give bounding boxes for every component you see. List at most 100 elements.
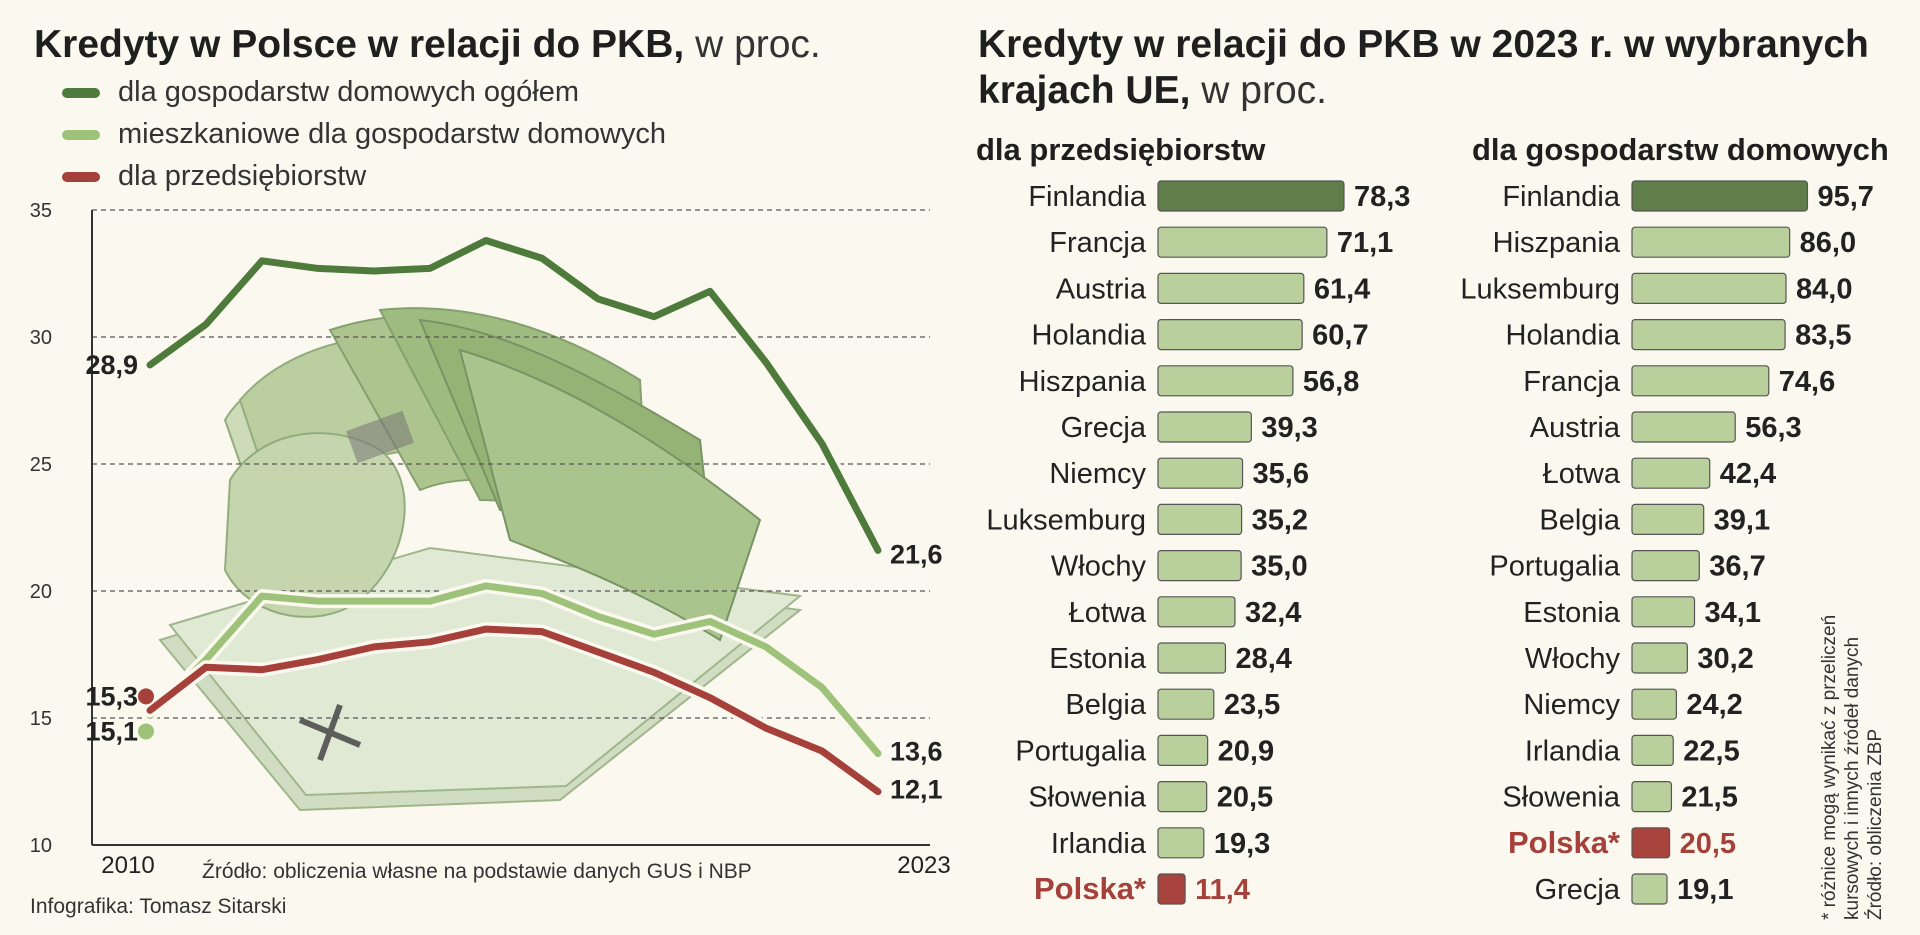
footnote-line: * różnice mogą wynikać z przeliczeń [1819,614,1840,920]
bar-category-label: Grecja [1061,412,1147,444]
bar-category-label: Belgia [1539,504,1620,536]
bar-group-households: Finlandia 95,7 Hiszpania 86,0 Luksemburg 84,0… [1460,180,1874,906]
y-tick-label: 15 [30,708,52,730]
bar-category-label: Austria [1056,273,1147,305]
bar [1157,780,1208,813]
chart-series [143,233,885,799]
bar-value-label: 42,4 [1720,458,1776,490]
bar-category-label: Polska* [1508,825,1621,860]
y-tick-label: 10 [30,835,52,857]
bar-chart-companies: Finlandia 78,3 Francja 71,1 Austria 61,4 Holan… [986,180,1874,906]
bar-category-label: Włochy [1525,643,1621,675]
bar-category-label: Portugalia [1015,735,1146,767]
bar [1631,549,1700,582]
bar-value-label: 24,2 [1686,689,1742,721]
bar-category-label: Słowenia [1502,782,1621,814]
bar [1157,319,1303,351]
bar-value-label: 30,2 [1697,643,1753,675]
legend-swatch-red [62,171,100,182]
bar [1631,411,1736,443]
bar-category-label: Austria [1530,412,1621,444]
banknotes-illustration [158,307,803,812]
bar [1157,411,1252,443]
bar [1631,780,1673,813]
bar-value-label: 84,0 [1796,273,1852,305]
bar [1631,319,1786,351]
bar [1157,272,1305,304]
bar [1631,688,1677,720]
bar [1631,827,1671,859]
bar-category-label: Portugalia [1489,551,1620,583]
legend-label: dla przedsiębiorstw [118,160,367,192]
bar-group-companies: Finlandia 78,3 Francja 71,1 Austria 61,4 Holan… [986,180,1410,906]
bar-value-label: 35,2 [1252,504,1308,536]
bar [1157,827,1205,859]
start-value-label: 15,3 [85,681,138,711]
bar [1631,596,1696,628]
y-tick-label: 25 [30,454,52,476]
bar-chart-companies-title: dla przedsiębiorstw [976,132,1266,167]
bar [1631,272,1787,304]
bar-category-label: Irlandia [1051,828,1147,860]
bar-category-label: Irlandia [1525,735,1621,767]
bar-category-label: Włochy [1051,551,1147,583]
bar-value-label: 83,5 [1795,320,1851,352]
bar [1631,180,1809,212]
bar-category-label: Polska* [1034,871,1147,906]
legend-item-total: dla gospodarstw domowych ogółem [62,76,579,109]
series-line [146,582,882,758]
bar-charts-title: Kredyty w relacji do PKB w 2023 r. w wyb… [978,23,1869,112]
bar [1631,734,1674,767]
x-tick-label: 2023 [897,852,950,879]
x-tick-label: 2010 [101,852,154,879]
bar [1631,226,1791,258]
bar-category-label: Francja [1049,227,1147,259]
bar-value-label: 21,5 [1681,782,1737,814]
bar-value-label: 39,1 [1714,504,1770,536]
end-value-label: 21,6 [890,539,943,569]
legend-item-mortgage: mieszkaniowe dla gospodarstw domowych [62,118,666,151]
footnote-line: Źródło: obliczenia ZBP [1865,728,1886,920]
bar-value-label: 74,6 [1779,366,1835,398]
bar [1157,688,1215,720]
footnote: * różnice mogą wynikać z przeliczeń kurs… [1818,615,1887,920]
bar-value-label: 35,6 [1253,458,1309,490]
chart-axes: 10 15 20 25 30 35 2010 2023 [30,200,951,879]
bar-category-label: Luksemburg [1460,273,1620,305]
legend-label: dla gospodarstw domowych ogółem [118,76,580,108]
bar [1631,503,1705,535]
bar-category-label: Finlandia [1028,181,1147,213]
bar [1157,365,1294,397]
bar-category-label: Niemcy [1523,689,1620,721]
start-marker [138,688,154,705]
bar-category-label: Finlandia [1502,181,1621,213]
bar-category-label: Estonia [1523,597,1621,629]
bar [1631,642,1688,674]
bar-category-label: Estonia [1049,643,1147,675]
bar-category-label: Słowenia [1028,782,1147,814]
end-value-label: 13,6 [890,737,943,767]
bar [1157,596,1236,628]
y-tick-label: 20 [30,581,52,603]
bar-value-label: 19,1 [1677,874,1733,906]
bar-value-label: 23,5 [1224,689,1280,721]
bar-category-label: Hiszpania [1493,227,1621,259]
chart-data-labels: 28,9 21,6 15,1 13,6 15,3 12,1 [85,350,942,805]
bar [1157,734,1209,767]
bar [1157,503,1243,535]
bar-category-label: Grecja [1535,874,1621,906]
bar [1631,365,1770,397]
bar-category-label: Belgia [1065,689,1146,721]
bar-category-label: Łotwa [1543,458,1621,490]
bar-value-label: 60,7 [1312,320,1368,352]
y-tick-label: 35 [30,200,52,222]
bar-value-label: 95,7 [1817,181,1873,213]
start-value-label: 15,1 [85,716,138,746]
bar-value-label: 19,3 [1214,828,1270,860]
bar-value-label: 28,4 [1235,643,1291,675]
bar-value-label: 20,9 [1218,735,1274,767]
footnote-line: kursowych i innych źródeł danych [1842,636,1863,920]
y-tick-label: 30 [30,327,52,349]
end-value-label: 12,1 [890,775,943,805]
bar [1157,457,1244,489]
